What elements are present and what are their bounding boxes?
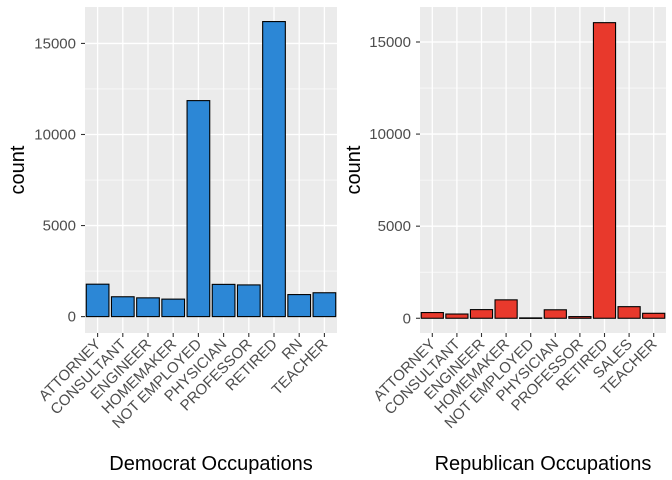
bar: [211, 283, 236, 318]
bar: [186, 100, 211, 318]
x-axis-title: Republican Occupations: [435, 453, 652, 475]
bar: [312, 292, 337, 318]
y-tick-label: 0: [403, 310, 411, 327]
bar: [469, 309, 494, 319]
republican-chart: 050001000015000ATTORNEYCONSULTANTENGINEE…: [343, 7, 666, 475]
panel-background: [85, 7, 337, 333]
y-tick-label: 10000: [34, 126, 76, 143]
bar: [287, 294, 312, 318]
bar: [445, 313, 469, 319]
y-tick-label: 10000: [369, 126, 411, 143]
bar: [420, 312, 444, 319]
bar: [592, 22, 617, 319]
y-tick-label: 15000: [369, 34, 411, 51]
bar: [136, 297, 160, 318]
y-tick-label: 5000: [378, 218, 411, 235]
bar: [617, 306, 641, 319]
bar: [543, 309, 567, 319]
y-tick-label: 15000: [34, 35, 76, 52]
y-tick-label: 5000: [43, 218, 76, 235]
x-axis-title: Democrat Occupations: [109, 453, 312, 475]
panel-background: [420, 7, 666, 333]
democrat-chart: 050001000015000ATTORNEYCONSULTANTENGINEE…: [7, 7, 337, 475]
bar: [494, 299, 518, 319]
y-axis-title: count: [7, 145, 29, 194]
bar: [642, 312, 666, 319]
y-tick-label: 0: [68, 309, 76, 326]
bar: [568, 316, 592, 319]
bar: [519, 317, 543, 319]
bar: [85, 283, 110, 318]
bar: [161, 298, 186, 318]
bar: [110, 296, 135, 318]
y-axis-title: count: [343, 145, 365, 194]
bar: [236, 284, 261, 318]
bar: [262, 21, 286, 318]
